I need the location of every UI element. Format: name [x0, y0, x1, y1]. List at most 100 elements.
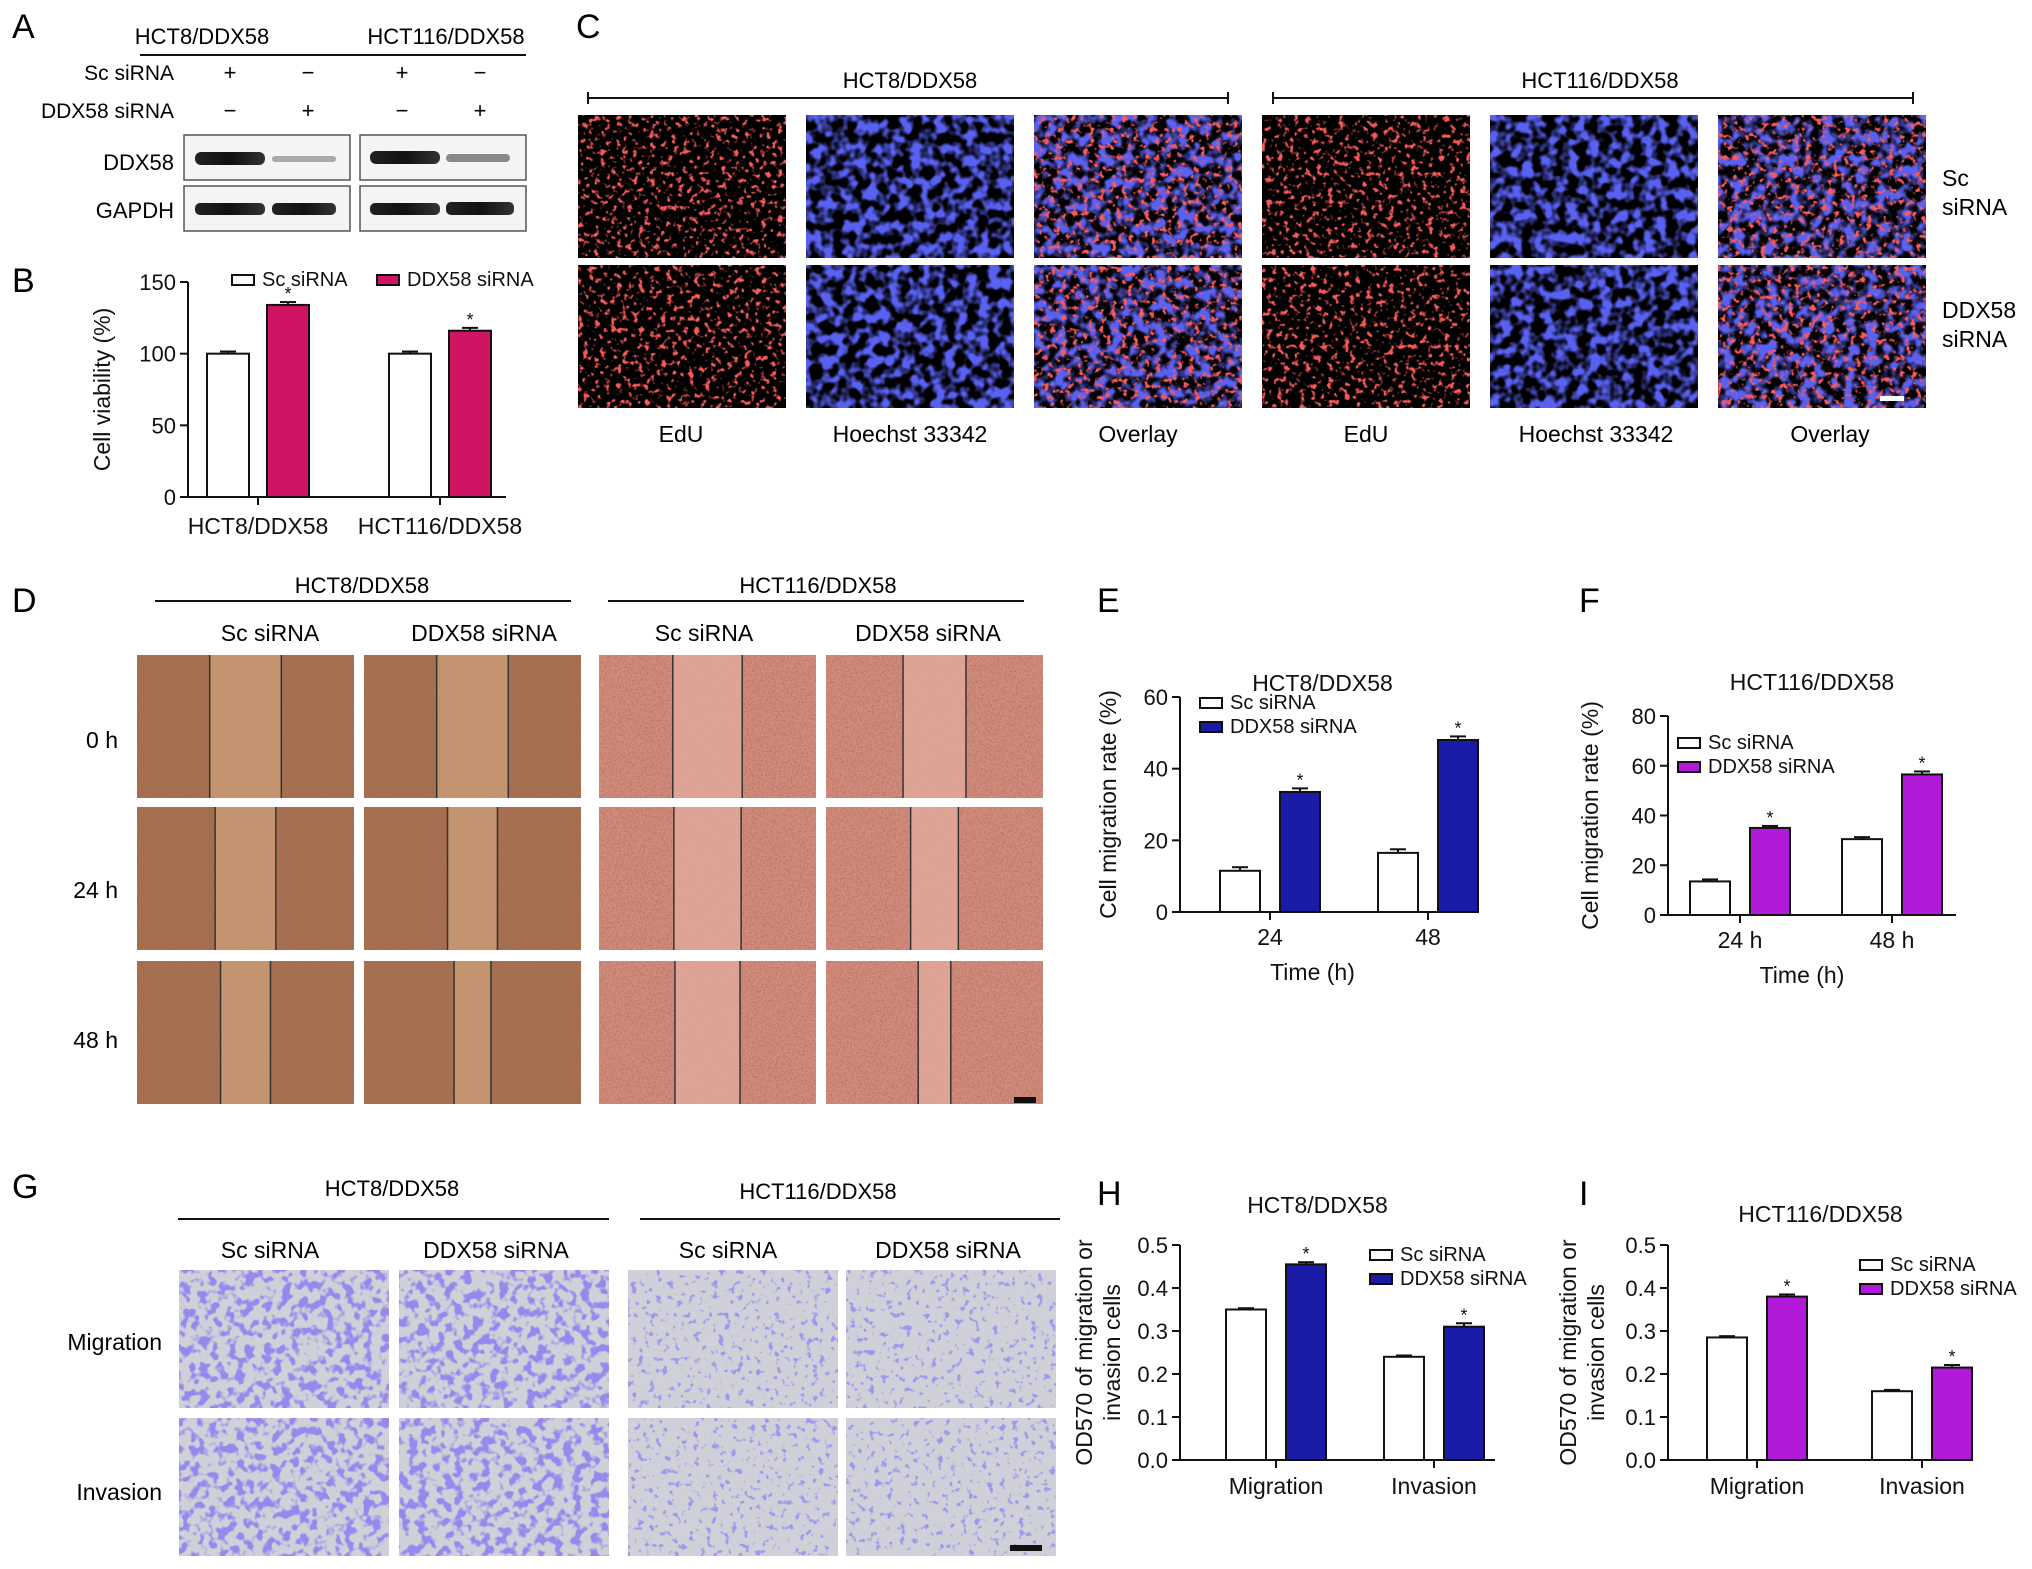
stained-cells [846, 1418, 1056, 1556]
bar [1871, 1390, 1913, 1461]
panel-a-header-hct8: HCT8/DDX58 [135, 24, 269, 49]
significance-label: * [466, 310, 473, 330]
panel-c-group-hct116: HCT116/DDX58 [1521, 68, 1678, 93]
stained-cells [179, 1418, 389, 1556]
stained-cells [399, 1270, 609, 1408]
panel-c-micrographs [578, 115, 1926, 408]
y-tick-label: 40 [1144, 757, 1168, 782]
stained-cells [179, 1270, 389, 1408]
wound-gap [673, 807, 742, 950]
y-tick-label: 0.5 [1137, 1233, 1168, 1258]
legend-label: DDX58 siRNA [407, 269, 534, 291]
panel-c-row-ddx-1: DDX58 [1942, 297, 2016, 323]
significance-label: * [1460, 1305, 1467, 1325]
y-axis-label: Cell migration rate (%) [1577, 701, 1603, 930]
panel-d-wound-images [137, 655, 1043, 1104]
bar [1225, 1308, 1267, 1461]
bar [1377, 851, 1419, 913]
bar [266, 303, 310, 498]
panel-d-row-48h: 48 h [73, 1027, 118, 1053]
stained-cells [628, 1418, 838, 1556]
y-tick-label: 0.2 [1137, 1362, 1168, 1387]
legend-swatch [1369, 1273, 1393, 1285]
wound-gap [436, 655, 509, 798]
scale-bar [1010, 1545, 1042, 1551]
bar [1279, 790, 1321, 913]
panel-c: C HCT8/DDX58 HCT116/DDX58 EdU Hoechst 33… [576, 8, 2016, 447]
y-tick-label: 0.1 [1625, 1405, 1656, 1430]
y-axis-label: Cell viability (%) [89, 308, 115, 472]
x-tick-label: 24 h [1718, 927, 1763, 953]
wound-gap [447, 807, 498, 950]
x-tick-label: 48 h [1870, 927, 1915, 953]
panel-i: I 0.0 0.1 0.2 0.3 0.4 0.5 Migration Invasion * * S… [1555, 1175, 2017, 1499]
panel-c-col-5: Hoechst 33342 [1519, 421, 1674, 447]
legend-swatch [1859, 1283, 1883, 1295]
y-axis-label: OD570 of migration or [1555, 1239, 1581, 1466]
panel-c-col-2: Hoechst 33342 [833, 421, 988, 447]
edu-stain [1718, 115, 1926, 258]
y-tick-label: 0.5 [1625, 1233, 1656, 1258]
panel-a-row-ddx: DDX58 siRNA [41, 100, 174, 123]
significance-label: * [1766, 808, 1773, 828]
significance-label: * [284, 284, 291, 304]
bar [388, 352, 432, 498]
x-tick-label: HCT8/DDX58 [188, 513, 329, 539]
significance-label: * [1948, 1347, 1955, 1367]
y-tick-label: 0.3 [1137, 1319, 1168, 1344]
y-tick-label: 80 [1632, 704, 1656, 729]
panel-g-group-hct8: HCT8/DDX58 [325, 1176, 459, 1201]
y-axis-label: Cell migration rate (%) [1095, 690, 1121, 919]
edu-stain [1262, 115, 1470, 258]
panel-letter-c: C [576, 8, 601, 46]
panel-letter-h: H [1097, 1175, 1122, 1213]
y-tick-label: 0.0 [1625, 1448, 1656, 1473]
panel-d-col-1: Sc siRNA [221, 620, 320, 646]
edu-stain [1034, 115, 1242, 258]
blot-label-ddx58: DDX58 [103, 150, 174, 175]
bar [1766, 1295, 1808, 1461]
panel-h: H 0.0 0.1 0.2 0.3 0.4 0.5 Migration Invasion * * S… [1071, 1175, 1527, 1499]
panel-g-col-4: DDX58 siRNA [875, 1237, 1021, 1263]
sign-ddx-4: + [474, 98, 487, 123]
bar [206, 352, 250, 498]
legend-swatch [231, 274, 255, 286]
legend-swatch [376, 274, 400, 286]
panel-a-header-hct116: HCT116/DDX58 [367, 24, 524, 49]
panel-letter-d: D [12, 582, 37, 620]
panel-letter-e: E [1097, 582, 1120, 620]
chart-title: HCT116/DDX58 [1738, 1201, 1902, 1227]
stained-cells [846, 1270, 1056, 1408]
hoechst-stain [806, 115, 1014, 258]
panel-letter-a: A [12, 8, 35, 46]
bar [1901, 773, 1943, 916]
panel-d: D HCT8/DDX58 HCT116/DDX58 Sc siRNA DDX58… [12, 573, 1043, 1104]
wound-gap [220, 961, 271, 1104]
bar [1689, 880, 1731, 917]
legend-label: DDX58 siRNA [1708, 756, 1835, 778]
panel-letter-b: B [12, 262, 35, 300]
y-tick-label: 50 [152, 413, 176, 438]
wound-gap [910, 807, 959, 950]
scale-bar [1880, 396, 1904, 401]
x-tick-label: Invasion [1391, 1473, 1477, 1499]
y-tick-label: 60 [1632, 754, 1656, 779]
legend-swatch [1369, 1249, 1393, 1261]
panel-a-row-sc: Sc siRNA [84, 62, 174, 85]
y-tick-label: 150 [139, 270, 176, 295]
scale-bar [1014, 1097, 1036, 1103]
wound-gap [215, 807, 276, 950]
x-axis-label: Time (h) [1760, 962, 1845, 988]
stained-cells [399, 1418, 609, 1556]
bar [1706, 1336, 1748, 1461]
bar [1219, 869, 1261, 914]
y-tick-label: 40 [1632, 804, 1656, 829]
x-tick-label: HCT116/DDX58 [358, 513, 522, 539]
panel-g-col-1: Sc siRNA [221, 1237, 320, 1263]
y-tick-label: 0 [1644, 903, 1656, 928]
sign-ddx-1: − [224, 98, 237, 123]
